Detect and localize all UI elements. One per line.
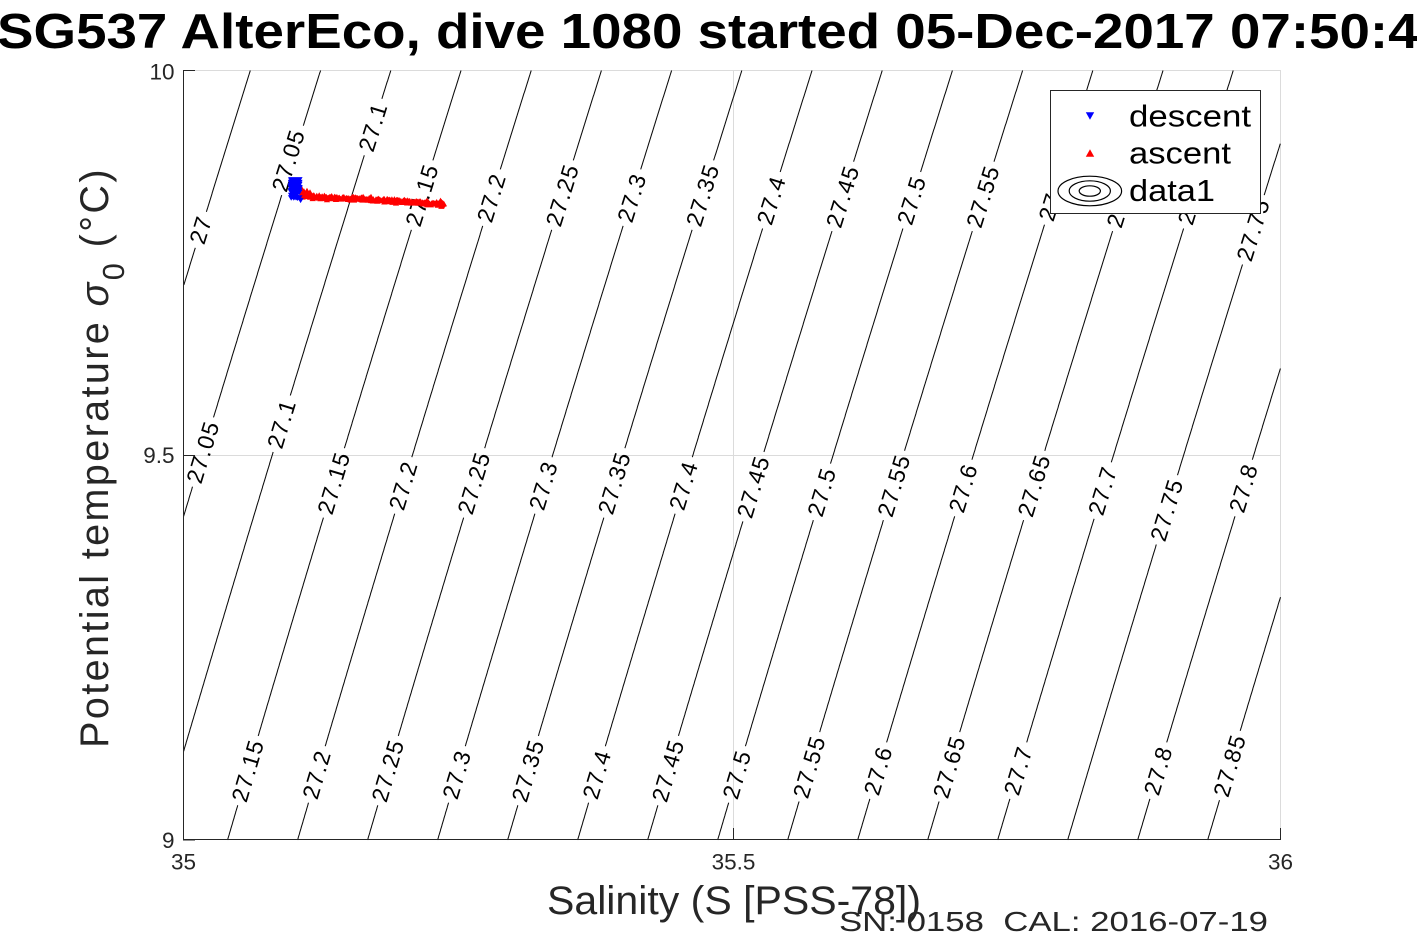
svg-text:35.5: 35.5 [712,850,756,875]
svg-text:35: 35 [171,850,196,875]
svg-text:SN: 0158 CAL: 2016-07-19: SN: 0158 CAL: 2016-07-19 [839,905,1268,937]
svg-text:36: 36 [1268,850,1293,875]
svg-text:Salinity (S [PSS-78]): Salinity (S [PSS-78]) [547,879,921,923]
svg-text:descent: descent [1129,99,1251,134]
svg-text:data1: data1 [1129,173,1215,208]
svg-text:9: 9 [162,828,175,853]
svg-text:9.5: 9.5 [143,443,174,468]
svg-text:ascent: ascent [1129,136,1231,171]
svg-text:SG537 AlterEco, dive 1080 star: SG537 AlterEco, dive 1080 started 05-Dec… [0,4,1417,59]
svg-text:10: 10 [149,60,174,85]
